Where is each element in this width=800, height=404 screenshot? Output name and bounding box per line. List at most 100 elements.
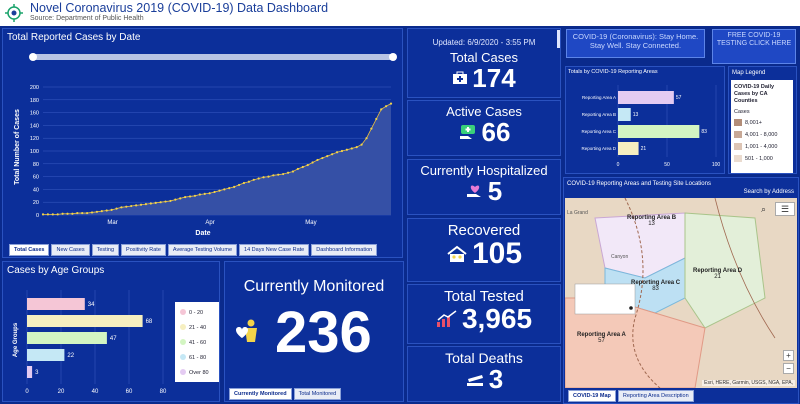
trend-point bbox=[218, 189, 221, 192]
free-testing-link[interactable]: FREE COVID-19 TESTING CLICK HERE bbox=[712, 29, 796, 64]
trend-ylabel: Total Number of Cases bbox=[14, 109, 21, 185]
monitored-label: Currently Monitored bbox=[243, 278, 385, 295]
testing-site-marker[interactable] bbox=[629, 306, 633, 310]
trend-point bbox=[81, 211, 84, 215]
legend-body: COVID-19 Daily Cases by CA Counties Case… bbox=[731, 80, 793, 173]
tested-card: Total Tested 3,965 bbox=[407, 284, 561, 344]
deaths-card: Total Deaths 3 bbox=[407, 346, 561, 402]
tab-total-cases[interactable]: Total Cases bbox=[9, 244, 50, 256]
recovered-card: Recovered 105 bbox=[407, 218, 561, 282]
trend-point bbox=[179, 197, 182, 200]
legend-cases-label: Cases bbox=[734, 109, 750, 116]
age-legend-dot bbox=[180, 339, 186, 345]
trend-area bbox=[43, 103, 391, 215]
tab-positivity-rate[interactable]: Positivity Rate bbox=[121, 244, 166, 256]
trend-point bbox=[188, 195, 192, 198]
age-title: Cases by Age Groups bbox=[7, 265, 105, 276]
tab-covid-map[interactable]: COVID-19 Map bbox=[568, 390, 616, 402]
age-bar bbox=[27, 332, 107, 344]
hospitalized-label: Currently Hospitalized bbox=[420, 163, 548, 178]
age-legend-label: 21 - 40 bbox=[189, 325, 206, 331]
trend-ytick-label: 80 bbox=[33, 162, 39, 168]
trend-range-slider[interactable] bbox=[33, 54, 393, 60]
app-header: Novel Coronavirus 2019 (COVID-19) Data D… bbox=[0, 0, 800, 26]
trend-point bbox=[316, 158, 319, 162]
tab-new-cases[interactable]: New Cases bbox=[51, 244, 90, 256]
hospitalized-value: 5 bbox=[487, 176, 503, 206]
tab-dashboard-info[interactable]: Dashboard Information bbox=[311, 244, 378, 256]
zoom-out-button[interactable]: − bbox=[783, 363, 794, 374]
legend-swatch bbox=[734, 143, 742, 151]
trend-point bbox=[86, 211, 89, 215]
home-family-icon bbox=[447, 245, 467, 262]
map-view[interactable]: Reporting Area B 13 Reporting Area D 21 Re… bbox=[565, 198, 797, 388]
map-list-button[interactable]: ☰ bbox=[775, 202, 795, 216]
age-bar-label: 68 bbox=[146, 319, 153, 325]
trend-point bbox=[105, 209, 108, 212]
areas-bar bbox=[618, 91, 674, 104]
trend-point bbox=[331, 153, 334, 156]
areas-xtick-label: 50 bbox=[664, 162, 670, 168]
trend-panel: Total Reported Cases by Date Date Total … bbox=[2, 28, 403, 258]
map-search-icon[interactable]: ⌕ bbox=[761, 204, 767, 214]
age-bar-label: 34 bbox=[88, 302, 95, 308]
map-canvas[interactable] bbox=[565, 198, 797, 388]
monitored-panel: Currently Monitored 236 Currently Monito… bbox=[224, 261, 404, 402]
legend-item: 8,001+ bbox=[734, 119, 790, 127]
areas-category-label: Reporting Area B bbox=[582, 112, 616, 117]
trend-point bbox=[159, 201, 162, 204]
tab-total-monitored[interactable]: Total Monitored bbox=[293, 388, 342, 400]
age-xtick-label: 0 bbox=[25, 389, 29, 395]
age-chart[interactable]: Age Groups 0 20 40 60 80 34 68 47 22 3 0 - 20 21 - … bbox=[3, 262, 221, 403]
monitored-value: 236 bbox=[275, 300, 372, 365]
trend-xtick-label: Mar bbox=[107, 220, 117, 226]
stay-home-link[interactable]: COVID-19 (Coronavirus): Stay Home. Stay … bbox=[566, 29, 705, 58]
trend-point bbox=[61, 212, 64, 215]
age-xtick-label: 80 bbox=[160, 389, 167, 395]
trend-point bbox=[301, 165, 304, 169]
tab-area-description[interactable]: Reporting Area Description bbox=[617, 390, 694, 402]
tab-currently-monitored[interactable]: Currently Monitored bbox=[229, 388, 292, 400]
trend-range-handle-left[interactable] bbox=[29, 53, 37, 61]
areas-chart[interactable]: 0 50 100 Reporting Area A 57 Reporting Area B… bbox=[566, 67, 726, 175]
trend-ytick-label: 20 bbox=[33, 200, 39, 206]
trend-point bbox=[208, 192, 211, 195]
map-town-label-2: Canyon bbox=[611, 254, 629, 260]
tab-avg-testing-volume[interactable]: Average Testing Volume bbox=[167, 244, 238, 256]
areas-category-label: Reporting Area D bbox=[581, 146, 616, 151]
medical-kit-icon bbox=[453, 71, 468, 84]
trend-point bbox=[66, 212, 69, 215]
age-bar-label: 47 bbox=[110, 336, 117, 342]
age-bar bbox=[27, 298, 85, 310]
coffin-icon bbox=[466, 375, 483, 386]
app-source: Source: Department of Public Health bbox=[30, 15, 144, 22]
trend-ytick-label: 160 bbox=[30, 111, 39, 117]
tab-14-day-rate[interactable]: 14 Days New Case Rate bbox=[239, 244, 310, 256]
trend-point bbox=[345, 148, 348, 151]
trend-point bbox=[56, 213, 59, 216]
scrollbar-thumb[interactable] bbox=[557, 30, 560, 48]
tab-testing[interactable]: Testing bbox=[91, 244, 120, 256]
trend-point bbox=[71, 212, 74, 215]
legend-swatch bbox=[734, 119, 742, 127]
trend-point bbox=[100, 210, 103, 213]
trend-point bbox=[311, 161, 314, 164]
zoom-in-button[interactable]: + bbox=[783, 350, 794, 361]
trend-chart[interactable]: Date Total Number of Cases 0 20 40 60 80 100 1… bbox=[3, 29, 404, 259]
age-xtick-label: 40 bbox=[92, 389, 99, 395]
trend-point bbox=[198, 193, 201, 196]
legend-subtitle: COVID-19 Daily Cases by CA Counties bbox=[734, 84, 775, 105]
areas-title: Totals by COVID-19 Reporting Areas bbox=[568, 69, 658, 75]
age-bar-label: 22 bbox=[67, 353, 74, 359]
trend-point bbox=[375, 117, 378, 121]
map-region-area-d[interactable] bbox=[684, 212, 766, 329]
map-popup[interactable] bbox=[574, 283, 636, 315]
trend-point bbox=[135, 204, 138, 207]
virus-logo-icon bbox=[5, 4, 23, 22]
legend-swatch bbox=[734, 131, 742, 139]
total-cases-card: Updated: 6/9/2020 - 3:55 PM Total Cases … bbox=[407, 28, 561, 98]
trend-range-handle-right[interactable] bbox=[389, 53, 397, 61]
trend-point bbox=[130, 204, 133, 208]
trend-point bbox=[272, 174, 275, 177]
pill-hand-icon bbox=[459, 125, 475, 139]
